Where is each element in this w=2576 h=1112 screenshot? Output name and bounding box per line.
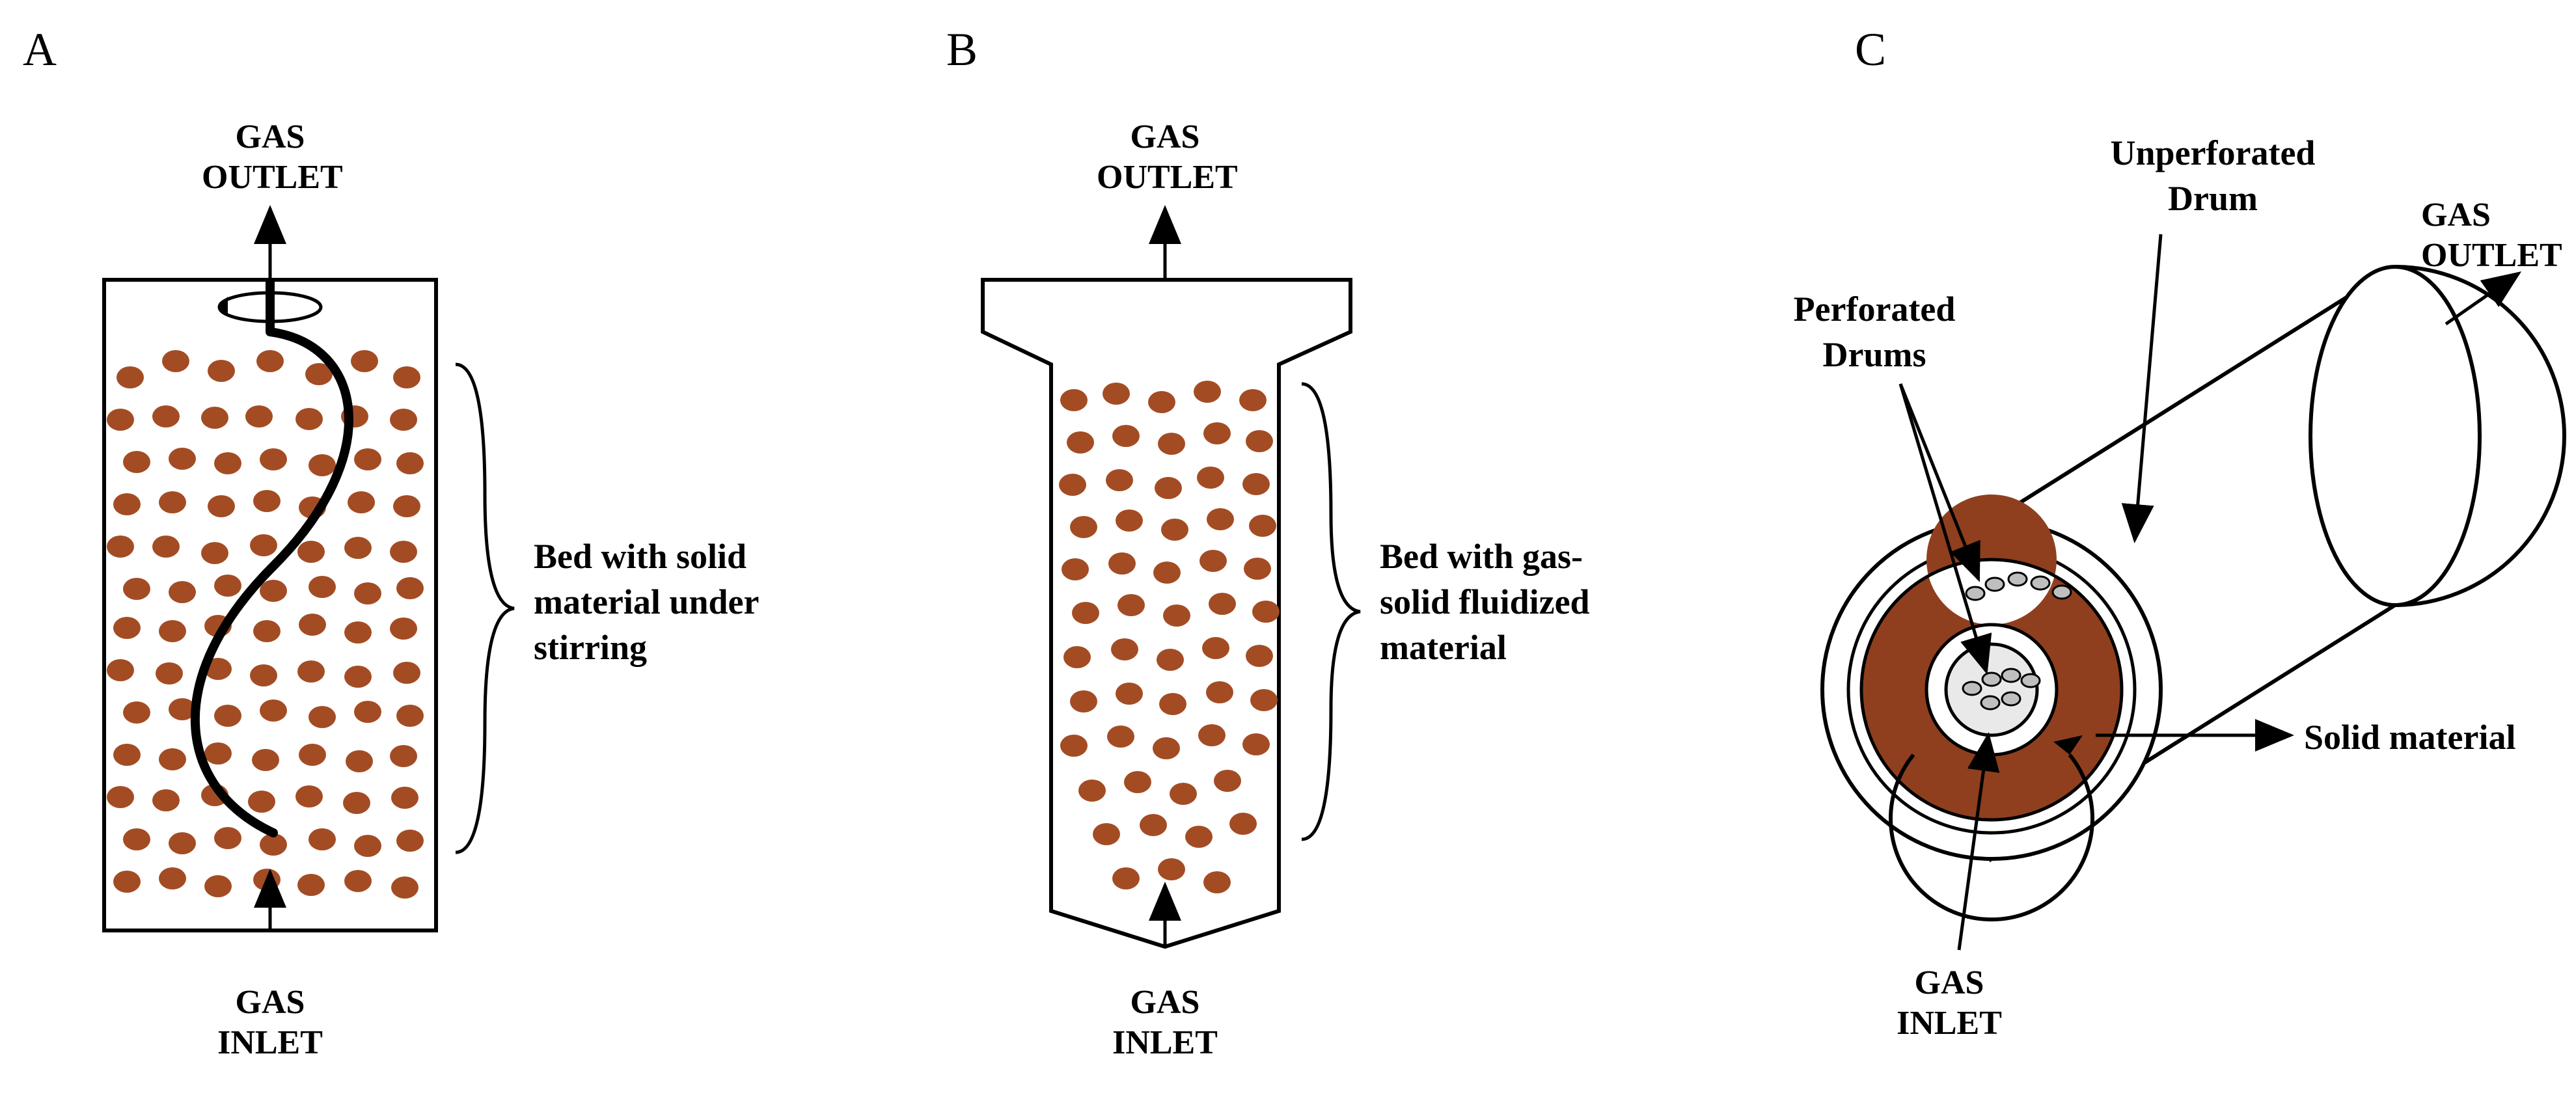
label-C-solid: Solid material xyxy=(2304,714,2564,760)
label-A-bed: Bed with solidmaterial understirring xyxy=(534,534,807,671)
label-A-gas-outlet: GASOUTLET xyxy=(202,117,338,198)
panel-B-diagram xyxy=(983,208,1360,947)
label-C-gas-inlet: GASINLET xyxy=(1881,963,2018,1044)
panel-A-diagram xyxy=(104,208,514,930)
label-A-gas-inlet: GASINLET xyxy=(202,983,338,1064)
label-B-gas-inlet: GASINLET xyxy=(1097,983,1233,1064)
label-C-unperforated: UnperforatedDrum xyxy=(2083,130,2343,221)
label-C-perforated: PerforatedDrums xyxy=(1770,286,1979,377)
label-B-gas-outlet: GASOUTLET xyxy=(1097,117,1233,198)
label-B-bed: Bed with gas-solid fluidizedmaterial xyxy=(1380,534,1653,671)
label-C-gas-outlet: GASOUTLET xyxy=(2421,195,2576,277)
